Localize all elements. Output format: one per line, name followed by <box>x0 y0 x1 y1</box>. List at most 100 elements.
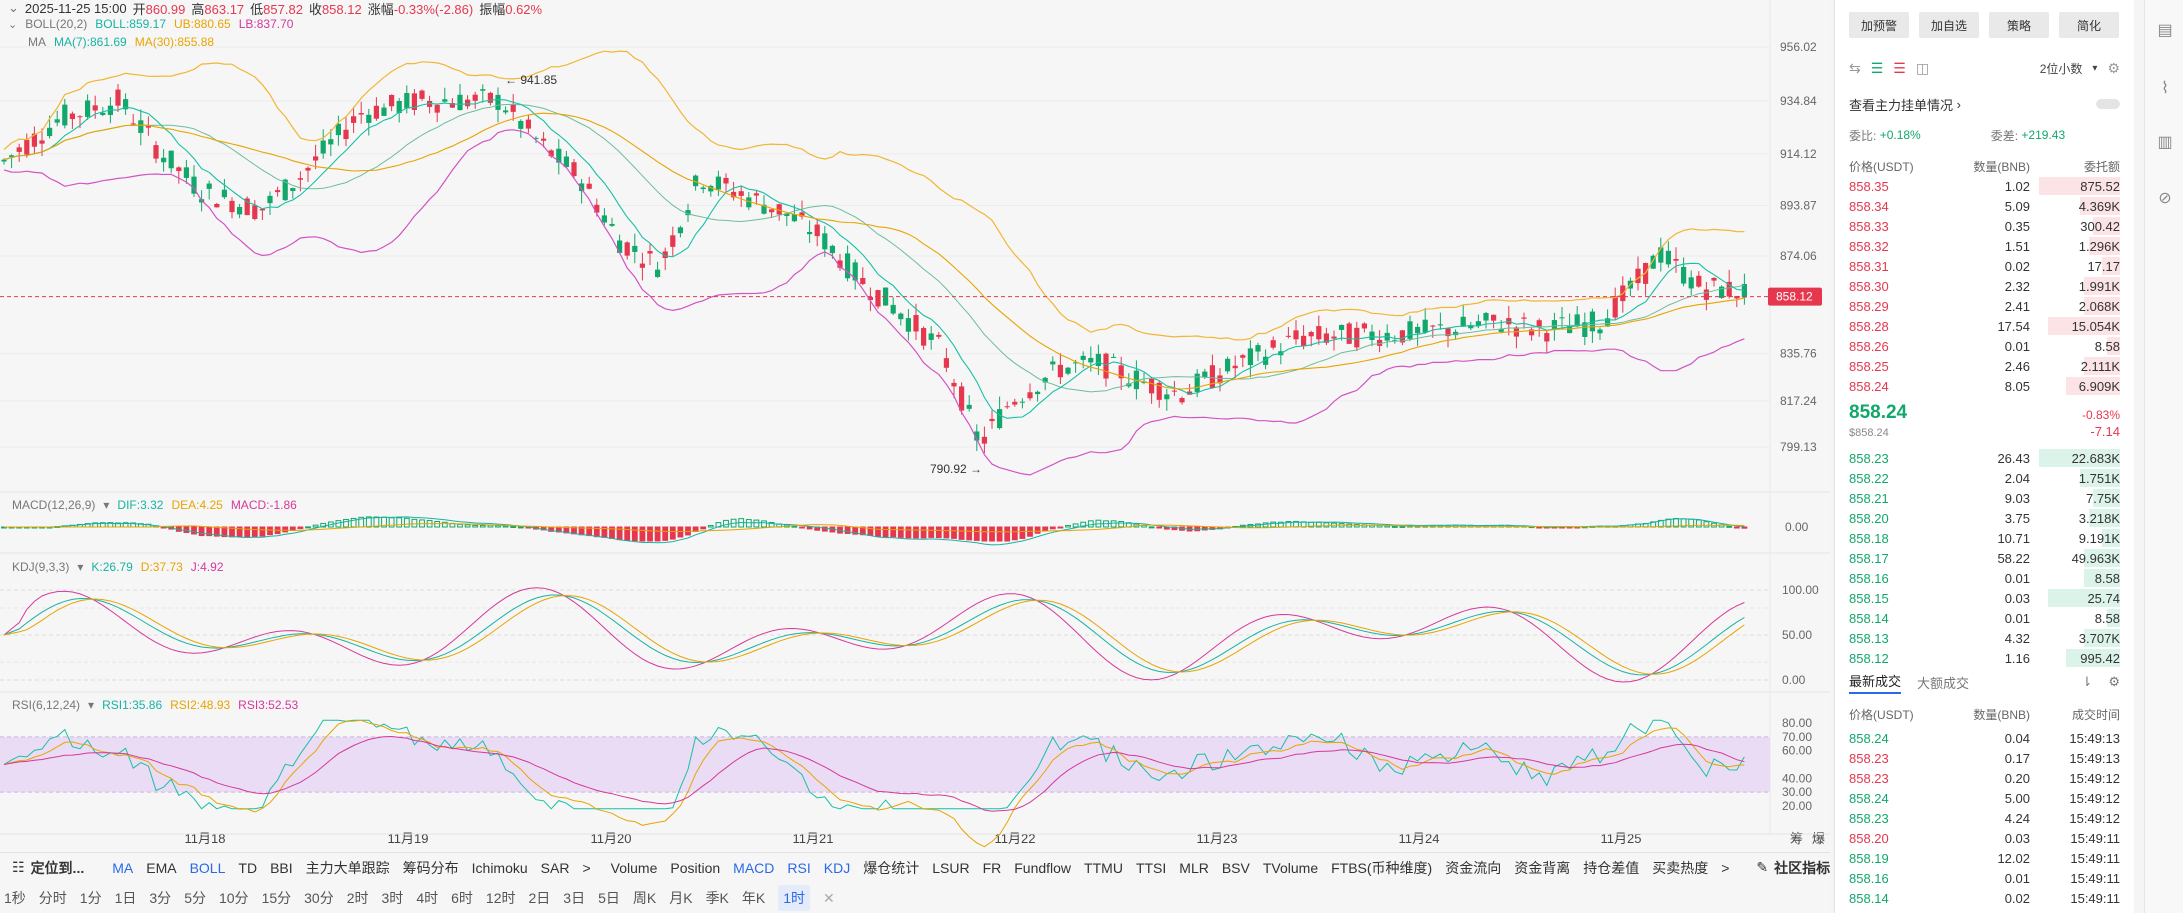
candle[interactable] <box>556 139 562 175</box>
candle[interactable] <box>427 95 433 114</box>
candle[interactable] <box>632 233 638 264</box>
candle[interactable] <box>358 101 364 124</box>
candle[interactable] <box>966 395 972 412</box>
candle[interactable] <box>1635 256 1641 291</box>
candle[interactable] <box>647 243 653 266</box>
candle[interactable] <box>480 84 486 103</box>
candle[interactable] <box>138 109 144 146</box>
interval-item[interactable]: 分时 <box>38 890 67 906</box>
interval-item[interactable]: 1时 <box>778 885 811 911</box>
candle[interactable] <box>601 208 607 226</box>
candle[interactable] <box>16 143 22 162</box>
candle[interactable] <box>1529 326 1535 341</box>
indicator-item[interactable]: TTMU <box>1084 859 1123 876</box>
indicator-item[interactable]: 持仓差值 <box>1583 859 1640 876</box>
indicator-item[interactable]: EMA <box>146 859 177 876</box>
indicator-item[interactable]: 资金流向 <box>1445 859 1502 876</box>
candle[interactable] <box>738 185 744 207</box>
candle[interactable] <box>541 131 547 148</box>
candle[interactable] <box>396 98 402 123</box>
candle[interactable] <box>457 83 463 111</box>
candle[interactable] <box>617 234 623 253</box>
candle[interactable] <box>1270 336 1276 350</box>
candle[interactable] <box>1407 315 1413 342</box>
candle[interactable] <box>1437 312 1443 330</box>
depth-both-icon[interactable]: ⇆ <box>1849 59 1861 76</box>
candle[interactable] <box>753 190 759 205</box>
candle[interactable] <box>1149 377 1155 404</box>
candle[interactable] <box>1567 313 1573 334</box>
candle[interactable] <box>1726 269 1732 299</box>
candle[interactable] <box>221 178 227 200</box>
indicator-item[interactable]: TTSI <box>1135 859 1167 876</box>
candle[interactable] <box>92 95 98 119</box>
precision-select[interactable]: 2位小数 <box>2039 61 2083 76</box>
candle[interactable] <box>191 165 197 198</box>
candle[interactable] <box>1483 311 1489 329</box>
ask-row[interactable]: 858.29 2.41 2.068K <box>1849 296 2120 316</box>
candle[interactable] <box>639 252 645 281</box>
kline-chart-svg[interactable]: 956.02 934.84 914.12 893.87 874.06 835.76 817.… <box>0 0 1830 852</box>
interval-item[interactable]: 1分 <box>79 890 102 906</box>
candle[interactable] <box>708 184 714 197</box>
ask-row[interactable]: 858.25 2.46 2.111K <box>1849 356 2120 376</box>
candle[interactable] <box>366 108 372 136</box>
candle[interactable] <box>731 181 737 201</box>
candle[interactable] <box>503 106 509 115</box>
ask-row[interactable]: 858.30 2.32 1.991K <box>1849 276 2120 296</box>
candle[interactable] <box>1156 380 1162 408</box>
candle[interactable] <box>123 93 129 115</box>
candle[interactable] <box>85 94 91 120</box>
ask-row[interactable]: 858.24 8.05 6.909K <box>1849 376 2120 396</box>
candle[interactable] <box>1377 330 1383 353</box>
candle[interactable] <box>1308 330 1314 347</box>
candle[interactable] <box>153 140 159 164</box>
candle[interactable] <box>1719 285 1725 299</box>
indicator-item[interactable]: > <box>1721 859 1730 876</box>
indicator-item[interactable]: MA <box>112 859 134 876</box>
interval-item[interactable]: 10分 <box>218 890 249 906</box>
candle[interactable] <box>518 119 524 138</box>
candle[interactable] <box>229 197 235 219</box>
indicator-item[interactable]: LSUR <box>932 859 970 876</box>
candle[interactable] <box>655 261 661 278</box>
interval-item[interactable]: 15分 <box>261 890 292 906</box>
indicator-item[interactable]: > <box>582 859 591 876</box>
candle[interactable] <box>677 225 683 238</box>
indicator-item[interactable]: Volume <box>610 859 658 876</box>
candle[interactable] <box>548 149 554 158</box>
candle[interactable] <box>905 309 911 341</box>
interval-item[interactable]: 2日 <box>528 890 551 906</box>
candle[interactable] <box>1164 388 1170 411</box>
candle[interactable] <box>411 88 417 116</box>
candle[interactable] <box>1551 312 1557 341</box>
bid-row[interactable]: 858.23 26.43 22.683K <box>1849 448 2120 468</box>
candle[interactable] <box>1559 307 1565 329</box>
candle[interactable] <box>936 331 942 340</box>
indicator-item[interactable]: 主力大单跟踪 <box>305 859 390 876</box>
candle[interactable] <box>1247 340 1253 378</box>
candle[interactable] <box>723 173 729 193</box>
candle[interactable] <box>313 144 319 170</box>
indicator-item[interactable]: RSI <box>787 859 811 876</box>
interval-item[interactable]: 1日 <box>114 890 137 906</box>
candle[interactable] <box>1019 398 1025 409</box>
main-orders-toggle[interactable] <box>2096 99 2120 109</box>
orderbook-button[interactable]: 策略 <box>1989 12 2049 38</box>
filter-icon[interactable]: ⇂ <box>2081 674 2093 689</box>
candle[interactable] <box>1346 321 1352 345</box>
candle[interactable] <box>1095 344 1101 376</box>
orderbook-button[interactable]: 加预警 <box>1849 12 1909 38</box>
candle[interactable] <box>449 98 455 109</box>
candle[interactable] <box>206 180 212 200</box>
collapse-icon[interactable]: ⌄ <box>8 0 19 15</box>
bid-row[interactable]: 858.12 1.16 995.42 <box>1849 648 2120 668</box>
candle[interactable] <box>913 303 919 340</box>
candle[interactable] <box>579 178 585 204</box>
candle[interactable] <box>1004 401 1010 409</box>
orderbook-button[interactable]: 简化 <box>2059 12 2119 38</box>
bid-row[interactable]: 858.21 9.03 7.75K <box>1849 488 2120 508</box>
trades-settings-icon[interactable]: ⚙ <box>2108 674 2120 689</box>
kline-chart-area[interactable]: 956.02 934.84 914.12 893.87 874.06 835.76 817.… <box>0 0 1938 913</box>
candle[interactable] <box>510 94 516 121</box>
